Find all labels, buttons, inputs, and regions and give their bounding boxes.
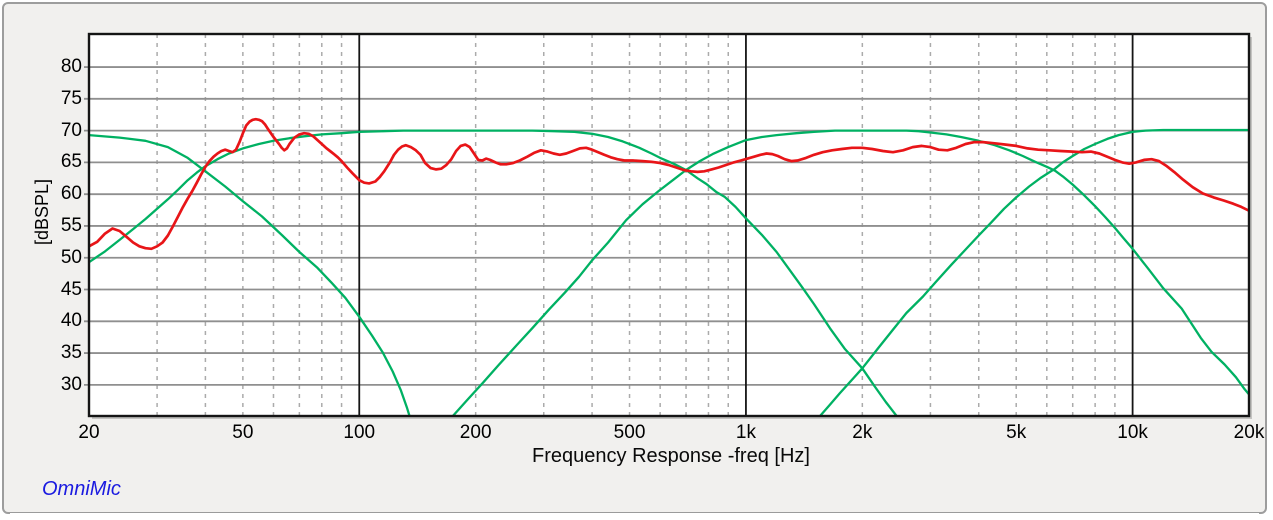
x-tick-label: 20 [78, 422, 100, 443]
chart-title: Frequency Response -freq [Hz] [532, 445, 810, 467]
y-tick-label: 35 [60, 342, 82, 364]
y-tick-label: 60 [60, 183, 82, 205]
x-tick-label: 200 [459, 422, 492, 443]
frequency-response-chart[interactable] [4, 4, 1273, 512]
x-tick-label: 50 [232, 422, 254, 443]
x-tick-label: 20k [1233, 422, 1265, 443]
x-tick-label: 1k [735, 422, 756, 443]
y-tick-label: 70 [60, 119, 82, 141]
x-tick-label: 10k [1117, 422, 1148, 443]
y-tick-label: 45 [60, 278, 82, 300]
x-tick-label: 100 [343, 422, 376, 443]
x-tick-label: 2k [852, 422, 873, 443]
y-tick-label: 40 [60, 310, 82, 332]
omnimic-window: [dBSPL] 30 35 40 45 50 55 60 65 70 75 80 20 50 100 20… [2, 2, 1267, 514]
y-tick-label: 65 [60, 151, 82, 173]
y-tick-label: 30 [60, 373, 82, 395]
window-bottom-groove [10, 512, 1259, 514]
y-tick-label: 80 [60, 56, 82, 78]
omnimic-brand-label: OmniMic [42, 478, 121, 500]
y-tick-label: 50 [60, 246, 82, 268]
y-tick-label: 75 [60, 87, 82, 109]
x-tick-label: 500 [613, 422, 646, 443]
y-tick-label: 55 [60, 215, 82, 237]
x-tick-label: 5k [1006, 422, 1027, 443]
